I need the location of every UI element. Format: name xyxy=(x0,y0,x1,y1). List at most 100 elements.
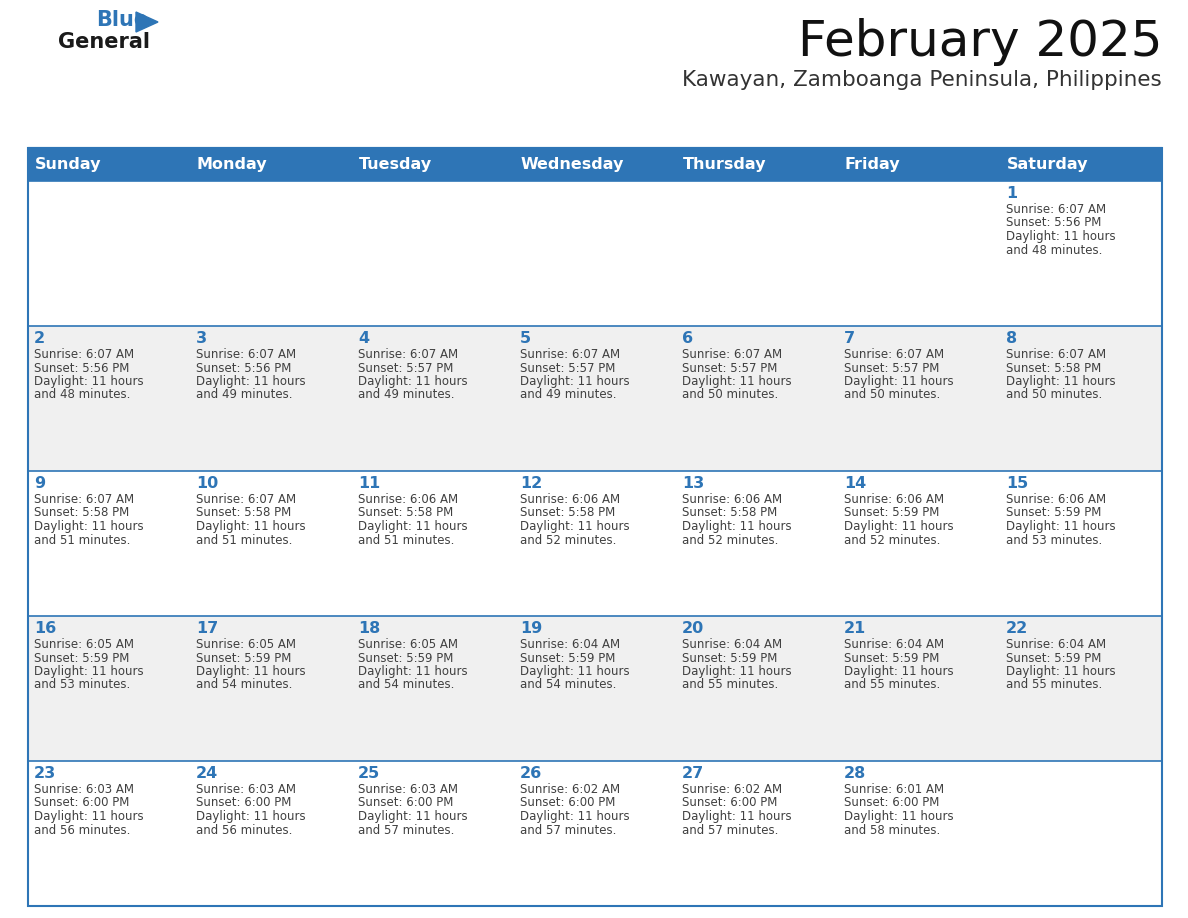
Text: Sunrise: 6:05 AM: Sunrise: 6:05 AM xyxy=(358,638,459,651)
Text: Saturday: Saturday xyxy=(1007,157,1088,172)
Bar xyxy=(190,471,352,616)
Text: Sunrise: 6:07 AM: Sunrise: 6:07 AM xyxy=(358,348,459,361)
Text: and 54 minutes.: and 54 minutes. xyxy=(196,678,292,691)
Text: Daylight: 11 hours: Daylight: 11 hours xyxy=(358,810,468,823)
Text: Blue: Blue xyxy=(96,10,148,30)
Text: and 50 minutes.: and 50 minutes. xyxy=(843,388,940,401)
Text: and 55 minutes.: and 55 minutes. xyxy=(682,678,778,691)
Text: 2: 2 xyxy=(34,331,45,346)
Text: Sunset: 6:00 PM: Sunset: 6:00 PM xyxy=(682,797,777,810)
Text: and 54 minutes.: and 54 minutes. xyxy=(358,678,454,691)
Bar xyxy=(352,471,514,616)
Text: 26: 26 xyxy=(520,766,542,781)
Text: Sunrise: 6:03 AM: Sunrise: 6:03 AM xyxy=(34,783,134,796)
Text: Sunset: 5:59 PM: Sunset: 5:59 PM xyxy=(843,652,940,665)
Text: and 53 minutes.: and 53 minutes. xyxy=(1006,533,1102,546)
Text: Daylight: 11 hours: Daylight: 11 hours xyxy=(520,375,630,388)
Text: and 57 minutes.: and 57 minutes. xyxy=(682,823,778,836)
Text: Sunset: 5:59 PM: Sunset: 5:59 PM xyxy=(520,652,615,665)
Text: and 51 minutes.: and 51 minutes. xyxy=(358,533,454,546)
Bar xyxy=(838,761,1000,906)
Text: Daylight: 11 hours: Daylight: 11 hours xyxy=(196,810,305,823)
Text: General: General xyxy=(58,32,150,52)
Text: 10: 10 xyxy=(196,476,219,491)
Text: and 49 minutes.: and 49 minutes. xyxy=(196,388,292,401)
Text: 28: 28 xyxy=(843,766,866,781)
Bar xyxy=(190,326,352,471)
Text: Daylight: 11 hours: Daylight: 11 hours xyxy=(358,665,468,678)
Text: Sunrise: 6:06 AM: Sunrise: 6:06 AM xyxy=(358,493,459,506)
Text: Daylight: 11 hours: Daylight: 11 hours xyxy=(843,665,954,678)
Text: Daylight: 11 hours: Daylight: 11 hours xyxy=(682,375,791,388)
Bar xyxy=(1000,761,1162,906)
Text: and 57 minutes.: and 57 minutes. xyxy=(520,823,617,836)
Text: 7: 7 xyxy=(843,331,855,346)
Text: and 58 minutes.: and 58 minutes. xyxy=(843,823,940,836)
Bar xyxy=(676,181,838,326)
Text: Kawayan, Zamboanga Peninsula, Philippines: Kawayan, Zamboanga Peninsula, Philippine… xyxy=(682,70,1162,90)
Text: Sunset: 5:58 PM: Sunset: 5:58 PM xyxy=(196,507,291,520)
Text: Sunset: 5:58 PM: Sunset: 5:58 PM xyxy=(520,507,615,520)
Text: Daylight: 11 hours: Daylight: 11 hours xyxy=(196,665,305,678)
Bar xyxy=(29,471,190,616)
Text: Sunset: 5:57 PM: Sunset: 5:57 PM xyxy=(843,362,940,375)
Text: Thursday: Thursday xyxy=(683,157,766,172)
Text: Sunrise: 6:07 AM: Sunrise: 6:07 AM xyxy=(682,348,782,361)
Text: Sunrise: 6:04 AM: Sunrise: 6:04 AM xyxy=(843,638,944,651)
Text: 24: 24 xyxy=(196,766,219,781)
Bar xyxy=(514,471,676,616)
Bar xyxy=(514,616,676,761)
Text: and 50 minutes.: and 50 minutes. xyxy=(682,388,778,401)
Bar xyxy=(352,148,514,181)
Text: 9: 9 xyxy=(34,476,45,491)
Text: Daylight: 11 hours: Daylight: 11 hours xyxy=(520,810,630,823)
Text: Sunrise: 6:02 AM: Sunrise: 6:02 AM xyxy=(520,783,620,796)
Text: Daylight: 11 hours: Daylight: 11 hours xyxy=(682,520,791,533)
Text: 1: 1 xyxy=(1006,186,1017,201)
Text: Sunrise: 6:07 AM: Sunrise: 6:07 AM xyxy=(196,348,296,361)
Text: Sunrise: 6:06 AM: Sunrise: 6:06 AM xyxy=(843,493,944,506)
Text: Sunrise: 6:06 AM: Sunrise: 6:06 AM xyxy=(1006,493,1106,506)
Text: 18: 18 xyxy=(358,621,380,636)
Text: 19: 19 xyxy=(520,621,542,636)
Text: Tuesday: Tuesday xyxy=(359,157,432,172)
Bar xyxy=(29,148,190,181)
Text: Daylight: 11 hours: Daylight: 11 hours xyxy=(520,665,630,678)
Text: Daylight: 11 hours: Daylight: 11 hours xyxy=(1006,520,1116,533)
Text: Sunset: 5:57 PM: Sunset: 5:57 PM xyxy=(358,362,454,375)
Bar xyxy=(514,761,676,906)
Bar xyxy=(190,181,352,326)
Text: and 53 minutes.: and 53 minutes. xyxy=(34,678,131,691)
Text: Sunset: 5:57 PM: Sunset: 5:57 PM xyxy=(520,362,615,375)
Text: and 56 minutes.: and 56 minutes. xyxy=(196,823,292,836)
Bar xyxy=(352,761,514,906)
Text: Sunset: 6:00 PM: Sunset: 6:00 PM xyxy=(196,797,291,810)
Text: Sunrise: 6:05 AM: Sunrise: 6:05 AM xyxy=(34,638,134,651)
Bar xyxy=(676,148,838,181)
Polygon shape xyxy=(135,12,158,32)
Text: 17: 17 xyxy=(196,621,219,636)
Bar xyxy=(190,761,352,906)
Text: Daylight: 11 hours: Daylight: 11 hours xyxy=(196,375,305,388)
Text: 13: 13 xyxy=(682,476,704,491)
Text: Sunset: 5:59 PM: Sunset: 5:59 PM xyxy=(1006,507,1101,520)
Text: Sunset: 5:58 PM: Sunset: 5:58 PM xyxy=(1006,362,1101,375)
Bar xyxy=(29,761,190,906)
Bar xyxy=(352,616,514,761)
Text: Sunrise: 6:06 AM: Sunrise: 6:06 AM xyxy=(682,493,782,506)
Text: Sunrise: 6:03 AM: Sunrise: 6:03 AM xyxy=(358,783,459,796)
Bar xyxy=(1000,326,1162,471)
Text: Daylight: 11 hours: Daylight: 11 hours xyxy=(1006,375,1116,388)
Text: and 52 minutes.: and 52 minutes. xyxy=(843,533,941,546)
Text: 21: 21 xyxy=(843,621,866,636)
Bar xyxy=(190,148,352,181)
Text: and 50 minutes.: and 50 minutes. xyxy=(1006,388,1102,401)
Text: Friday: Friday xyxy=(845,157,901,172)
Text: and 57 minutes.: and 57 minutes. xyxy=(358,823,454,836)
Text: Sunset: 5:57 PM: Sunset: 5:57 PM xyxy=(682,362,777,375)
Bar xyxy=(514,148,676,181)
Text: Monday: Monday xyxy=(197,157,267,172)
Text: and 49 minutes.: and 49 minutes. xyxy=(358,388,455,401)
Text: Sunrise: 6:03 AM: Sunrise: 6:03 AM xyxy=(196,783,296,796)
Bar xyxy=(352,326,514,471)
